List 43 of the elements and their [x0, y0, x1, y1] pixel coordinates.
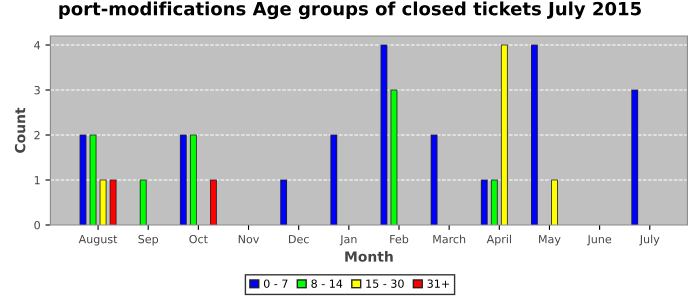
bar [90, 134, 96, 225]
y-axis-title: Count [14, 108, 26, 153]
bar [180, 134, 187, 225]
x-tick-label: Dec [289, 235, 309, 244]
chart-title: port-modifications Age groups of closed tickets July 2015 [59, 2, 641, 20]
bar [110, 180, 117, 225]
x-tick-label: May [539, 235, 561, 246]
x-tick-label: Jan [340, 235, 356, 246]
bar [100, 180, 106, 225]
x-tick-label: Feb [390, 234, 408, 244]
legend-label: 0 - 7 [264, 279, 288, 288]
x-tick-label: Nov [238, 235, 260, 244]
y-tick-label: 0 [34, 220, 40, 230]
x-tick-label: August [78, 235, 118, 246]
bar [430, 134, 438, 225]
bar [380, 44, 388, 225]
y-tick-label: 1 [34, 176, 40, 184]
legend-label: 8 - 14 [311, 279, 342, 288]
legend-label: 15 - 30 [366, 279, 404, 288]
x-tick-label: Oct [189, 234, 208, 244]
bar [140, 180, 147, 225]
bar [390, 90, 398, 225]
bar [490, 180, 498, 225]
bar [551, 180, 558, 225]
x-tick-label: July [639, 234, 660, 246]
bar [280, 180, 288, 225]
bar [530, 44, 538, 225]
x-tick-label: April [486, 234, 511, 246]
bar [631, 90, 638, 225]
bar [210, 180, 217, 225]
legend-label: 31+ [428, 279, 449, 288]
y-tick-label: 3 [34, 86, 40, 94]
bar [330, 134, 338, 225]
x-tick-label: June [586, 235, 612, 246]
bar [190, 134, 197, 225]
bar [500, 44, 508, 225]
x-tick-label: March [433, 234, 466, 244]
x-axis-title: Month [345, 251, 393, 262]
bar [480, 180, 488, 225]
bar [80, 134, 86, 225]
x-tick-label: Sep [138, 234, 158, 246]
y-tick-label: 2 [34, 130, 40, 140]
y-tick-label: 4 [34, 41, 40, 50]
